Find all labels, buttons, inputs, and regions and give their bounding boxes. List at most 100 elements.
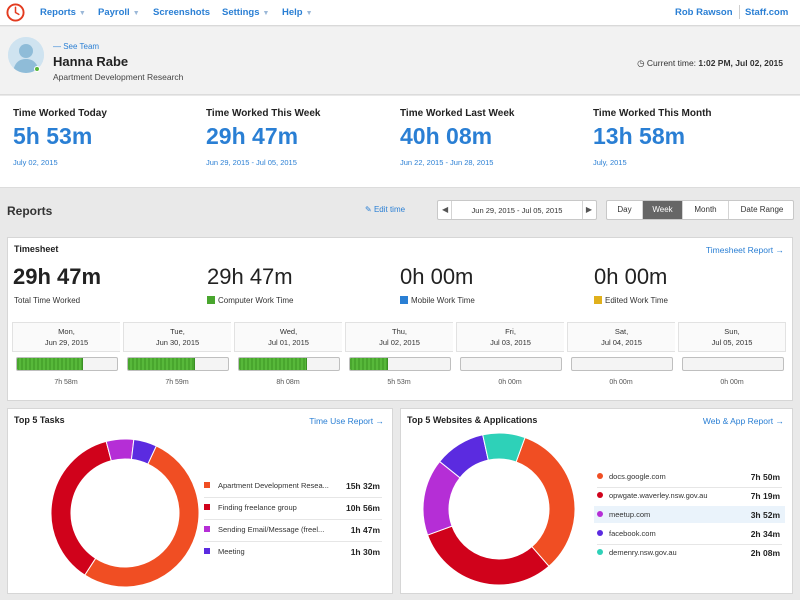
tab-month[interactable]: Month [683, 201, 729, 219]
task-slice[interactable] [105, 438, 135, 462]
task-row[interactable]: Finding freelance group [204, 503, 297, 512]
stat-today: Time Worked Today 5h 53m July 02, 2015 [13, 108, 107, 167]
current-time-value: 1:02 PM, Jul 02, 2015 [698, 58, 783, 68]
date-range-value[interactable]: Jun 29, 2015 - Jul 05, 2015 [471, 206, 563, 215]
tab-day[interactable]: Day [607, 201, 643, 219]
row-divider [597, 487, 782, 488]
task-row[interactable]: Sending Email/Message (freel... [204, 525, 324, 534]
period-tabs: Day Week Month Date Range [606, 200, 794, 220]
website-row[interactable]: docs.google.com [597, 472, 666, 481]
total-time-label: Total Time Worked [14, 296, 80, 305]
day-column[interactable]: Mon, Jun 29, 2015 7h 58m [12, 322, 120, 396]
task-slice[interactable] [84, 445, 200, 588]
stat-value: 5h 53m [13, 123, 93, 149]
nav-screenshots[interactable]: Screenshots [153, 7, 210, 18]
clock-logo-icon[interactable] [6, 3, 25, 22]
stat-label: Time Worked This Week [206, 108, 321, 119]
day-column[interactable]: Thu, Jul 02, 2015 5h 53m [345, 322, 453, 396]
bullet-icon [597, 530, 603, 536]
task-time: 10h 56m [345, 503, 380, 513]
timesheet-report-link[interactable]: Timesheet Report → [705, 245, 784, 255]
edited-time-value: 0h 00m [594, 264, 668, 289]
week-days: Mon, Jun 29, 2015 7h 58m Tue, Jun 30, 2015… [12, 322, 796, 396]
top-tasks-panel: Top 5 Tasks Time Use Report → Apartment … [7, 408, 393, 594]
tab-date-range[interactable]: Date Range [740, 205, 784, 214]
stat-value: 13h 58m [593, 123, 686, 149]
day-column[interactable]: Tue, Jun 30, 2015 7h 59m [123, 322, 231, 396]
web-app-report-link[interactable]: Web & App Report → [702, 416, 784, 426]
website-slice[interactable] [515, 436, 576, 567]
divider [582, 201, 583, 219]
site-link[interactable]: Staff.com [745, 7, 789, 18]
day-header: Sat, Jul 04, 2015 [567, 322, 675, 352]
blue-square-icon [400, 296, 408, 304]
stat-label: Time Worked Last Week [400, 108, 515, 119]
stat-date: Jun 22, 2015 - Jun 28, 2015 [400, 158, 494, 167]
chevron-down-icon: ▼ [262, 10, 270, 17]
bullet-icon [204, 482, 210, 488]
user-name: Hanna Rabe [53, 54, 129, 69]
green-square-icon [207, 296, 215, 304]
stat-this-month: Time Worked This Month 13h 58m July, 201… [593, 108, 712, 167]
next-arrow-icon[interactable]: ▶ [585, 205, 592, 214]
day-date: Jun 30, 2015 [155, 338, 200, 347]
task-slice[interactable] [50, 440, 112, 576]
nav-label: Reports [40, 7, 76, 18]
website-label: opwgate.waverley.nsw.gov.au [609, 491, 708, 500]
chevron-down-icon: ▼ [132, 10, 140, 17]
edit-time-link[interactable]: ✎ Edit time [365, 205, 405, 214]
see-team-link[interactable]: — See Team [53, 42, 100, 51]
stat-date: July 02, 2015 [13, 158, 58, 167]
website-row[interactable]: meetup.com [597, 510, 650, 519]
stat-date: Jun 29, 2015 - Jul 05, 2015 [206, 158, 297, 167]
tasks-donut-chart [50, 438, 200, 588]
day-progress-fill [350, 358, 388, 370]
day-progress-bar [16, 357, 118, 371]
panel-title: Top 5 Tasks [14, 415, 65, 425]
profile-header: — See Team Hanna Rabe Apartment Developm… [0, 27, 800, 95]
divider [451, 201, 452, 219]
task-row[interactable]: Meeting [204, 547, 245, 556]
day-header: Thu, Jul 02, 2015 [345, 322, 453, 352]
website-slice[interactable] [482, 432, 526, 463]
website-label: facebook.com [609, 529, 656, 538]
website-row[interactable]: facebook.com [597, 529, 656, 538]
day-time: 0h 00m [609, 379, 633, 386]
day-progress-bar [682, 357, 784, 371]
website-time: 7h 50m [750, 472, 780, 482]
task-row[interactable]: Apartment Development Resea... [204, 481, 329, 490]
day-column[interactable]: Fri, Jul 03, 2015 0h 00m [456, 322, 564, 396]
task-slice[interactable] [130, 438, 157, 465]
website-label: demenry.nsw.gov.au [609, 548, 677, 557]
website-time: 7h 19m [750, 491, 780, 501]
time-use-report-link[interactable]: Time Use Report → [309, 416, 384, 426]
day-date: Jul 01, 2015 [268, 338, 309, 347]
nav-settings[interactable]: Settings ▼ [222, 7, 269, 18]
previous-arrow-icon[interactable]: ◀ [442, 205, 449, 214]
user-menu-link[interactable]: Rob Rawson [675, 7, 733, 18]
day-progress-fill [239, 358, 307, 370]
day-column[interactable]: Sun, Jul 05, 2015 0h 00m [678, 322, 786, 396]
day-column[interactable]: Sat, Jul 04, 2015 0h 00m [567, 322, 675, 396]
row-divider [204, 519, 382, 520]
panel-title: Top 5 Websites & Applications [407, 415, 538, 425]
nav-payroll[interactable]: Payroll ▼ [98, 7, 140, 18]
day-header: Fri, Jul 03, 2015 [456, 322, 564, 352]
day-date: Jun 29, 2015 [44, 338, 89, 347]
nav-reports[interactable]: Reports ▼ [40, 7, 86, 18]
tab-week[interactable]: Week [643, 201, 683, 219]
bullet-icon [204, 504, 210, 510]
website-time: 3h 52m [750, 510, 780, 520]
bullet-icon [204, 548, 210, 554]
website-slice[interactable] [426, 525, 550, 586]
websites-donut-chart [422, 432, 576, 586]
reports-heading: Reports [7, 204, 53, 218]
computer-time-value: 29h 47m [207, 264, 293, 289]
day-column[interactable]: Wed, Jul 01, 2015 8h 08m [234, 322, 342, 396]
website-row[interactable]: demenry.nsw.gov.au [597, 548, 677, 557]
website-row[interactable]: opwgate.waverley.nsw.gov.au [597, 491, 708, 500]
nav-help[interactable]: Help ▼ [282, 7, 313, 18]
computer-time-text: Computer Work Time [218, 296, 294, 305]
day-header: Sun, Jul 05, 2015 [678, 322, 786, 352]
day-time: 7h 59m [165, 379, 189, 386]
